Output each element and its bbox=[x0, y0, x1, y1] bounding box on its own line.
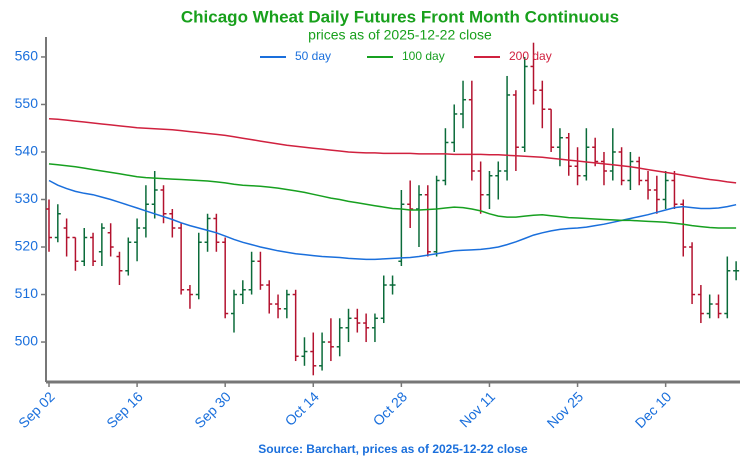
legend-label: 200 day bbox=[509, 49, 552, 63]
x-tick-label: Dec 10 bbox=[632, 388, 675, 431]
y-tick-label: 530 bbox=[15, 190, 39, 206]
x-tick-label: Sep 16 bbox=[103, 388, 146, 431]
ma-line bbox=[48, 117, 737, 184]
chart-subtitle: prices as of 2025-12-22 close bbox=[308, 27, 492, 43]
x-tick-label: Oct 14 bbox=[282, 388, 323, 429]
y-tick-label: 520 bbox=[15, 238, 39, 254]
legend-label: 50 day bbox=[295, 49, 331, 63]
source-note: Source: Barchart, prices as of 2025-12-2… bbox=[258, 442, 528, 456]
x-tick-label: Sep 30 bbox=[191, 388, 234, 431]
legend-label: 100 day bbox=[402, 49, 445, 63]
y-tick-label: 560 bbox=[15, 48, 39, 64]
x-tick-label: Nov 25 bbox=[544, 388, 587, 431]
x-tick-label: Nov 11 bbox=[456, 388, 498, 430]
y-tick-label: 540 bbox=[15, 143, 39, 159]
x-tick-label: Oct 28 bbox=[370, 388, 411, 429]
y-tick-label: 510 bbox=[15, 285, 39, 301]
x-tick-label: Sep 02 bbox=[15, 388, 58, 431]
chart-title: Chicago Wheat Daily Futures Front Month … bbox=[181, 7, 619, 26]
y-tick-label: 550 bbox=[15, 95, 39, 111]
ma-line bbox=[48, 163, 737, 229]
y-tick-label: 500 bbox=[15, 333, 39, 349]
